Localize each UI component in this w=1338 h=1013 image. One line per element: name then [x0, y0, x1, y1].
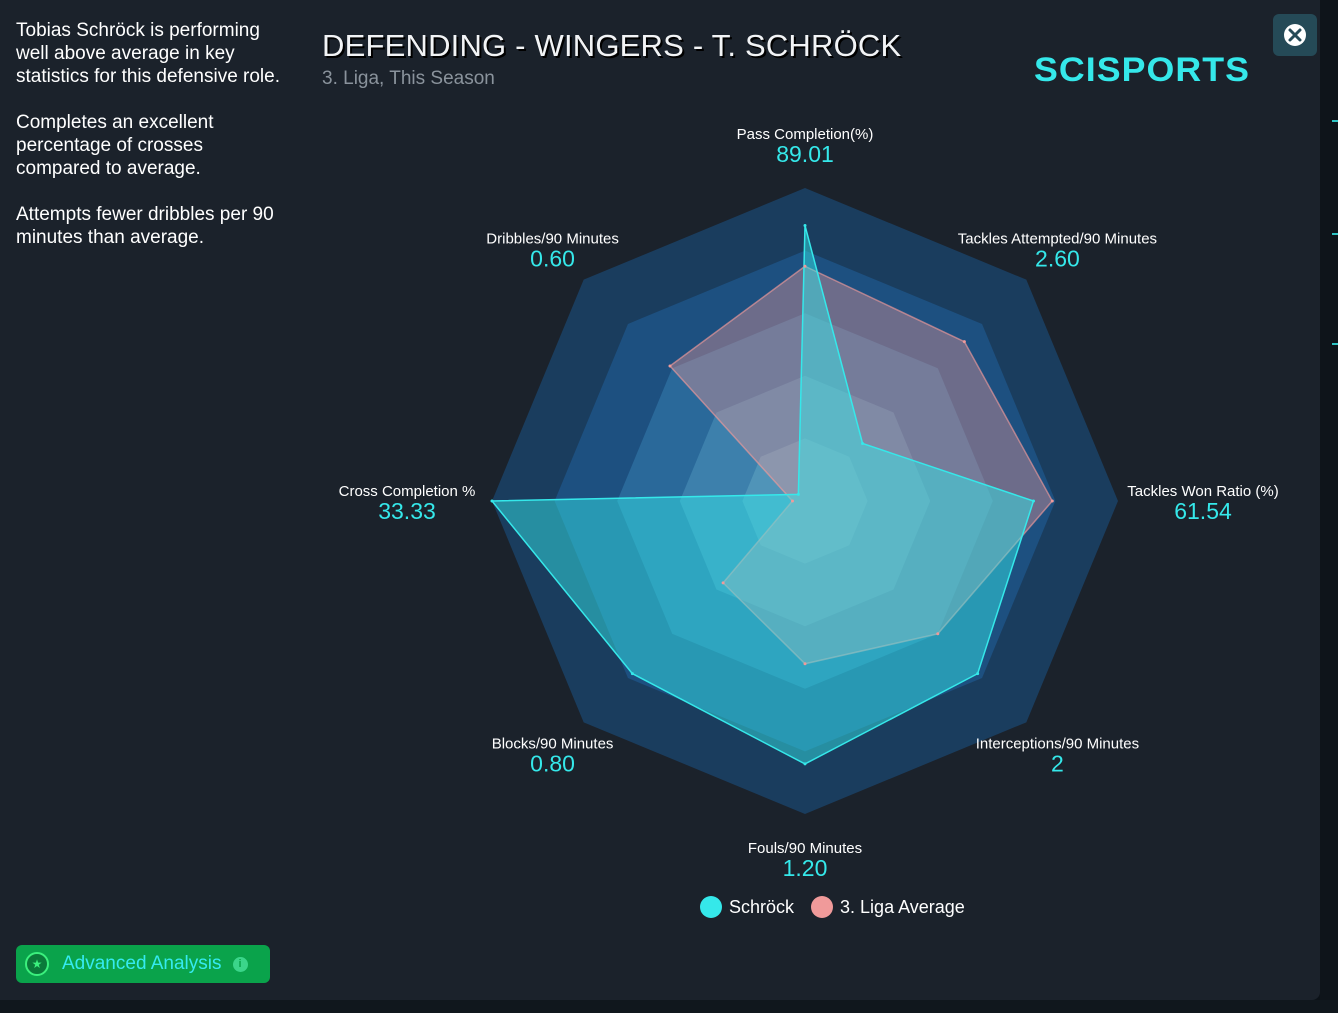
player-point [803, 224, 807, 228]
summary-paragraph: Attempts fewer dribbles per 90 minutes t… [16, 204, 274, 248]
summary-paragraph: Tobias Schröck is performing well above … [16, 20, 280, 87]
player-point [1031, 499, 1035, 503]
average-point [790, 499, 794, 503]
average-point [668, 364, 672, 368]
background-edge [1320, 0, 1338, 1013]
page-subtitle: 3. Liga, This Season [322, 68, 495, 89]
summary-text: Tobias Schröck is performing well above … [16, 19, 291, 272]
scisports-logo: SCISPORTS [1034, 51, 1250, 86]
axis-value: 33.33 [378, 498, 436, 524]
player-point [976, 672, 980, 676]
axis-label: Tackles Attempted/90 Minutes [958, 231, 1157, 248]
axis-label: Blocks/90 Minutes [492, 735, 614, 752]
axis-value: 2 [1051, 750, 1064, 776]
player-point [630, 672, 634, 676]
average-point [803, 662, 807, 666]
legend-label-average: 3. Liga Average [840, 896, 965, 917]
average-point [962, 340, 966, 344]
player-point [861, 441, 865, 445]
edge-marker [1332, 233, 1338, 235]
chart-legend: Schröck 3. Liga Average [700, 895, 982, 919]
close-button[interactable] [1273, 14, 1317, 56]
average-point [803, 264, 807, 268]
axis-label: Fouls/90 Minutes [748, 840, 862, 857]
axis-label: Tackles Won Ratio (%) [1127, 483, 1278, 500]
legend-dot-player [700, 896, 722, 918]
radar-ring [742, 438, 868, 564]
axis-value: 0.60 [530, 246, 575, 272]
legend-item-average: 3. Liga Average [811, 896, 965, 918]
star-badge-icon: ★ [25, 952, 49, 976]
axis-value: 89.01 [776, 141, 834, 167]
legend-dot-average [811, 896, 834, 918]
axis-value: 1.20 [783, 855, 828, 881]
axis-value: 61.54 [1174, 498, 1232, 524]
close-icon [1284, 24, 1306, 46]
axis-label: Pass Completion(%) [737, 126, 874, 143]
legend-label-player: Schröck [729, 896, 795, 917]
axis-label: Dribbles/90 Minutes [486, 231, 619, 248]
average-point [1050, 499, 1054, 503]
player-point [490, 499, 494, 503]
average-point [936, 632, 940, 636]
edge-marker [1332, 120, 1338, 122]
advanced-analysis-button[interactable]: ★ Advanced Analysis i [16, 945, 270, 983]
axis-value: 2.60 [1035, 246, 1080, 272]
player-point [796, 492, 800, 496]
axis-label: Interceptions/90 Minutes [976, 735, 1139, 752]
legend-item-player: Schröck [700, 896, 794, 918]
logo-text: SCISPORTS [1034, 51, 1250, 86]
axis-value: 0.80 [530, 750, 575, 776]
summary-paragraph: Completes an excellent percentage of cro… [16, 112, 214, 179]
edge-marker [1332, 343, 1338, 345]
page-title: DEFENDING - WINGERS - T. SCHRÖCK [322, 28, 902, 63]
advanced-analysis-label: Advanced Analysis [62, 953, 222, 974]
background-bottom [0, 1000, 1338, 1013]
info-icon[interactable]: i [232, 956, 248, 972]
average-point [721, 581, 725, 585]
axis-label: Cross Completion % [339, 483, 476, 500]
player-point [803, 762, 807, 766]
